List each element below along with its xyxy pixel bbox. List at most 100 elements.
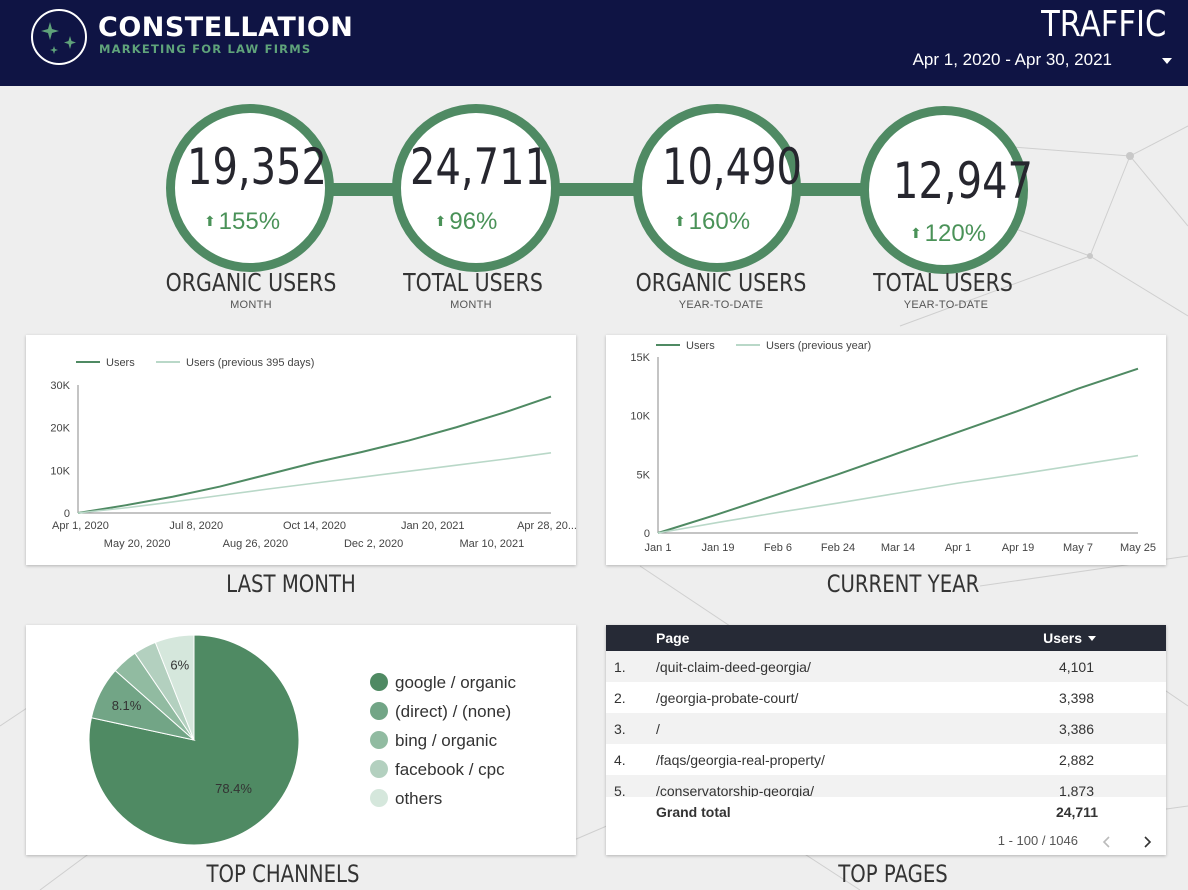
y-tick-label: 0 (64, 508, 70, 520)
column-header-page[interactable]: Page (656, 630, 690, 646)
legend-label: Users (106, 357, 135, 369)
last-month-chart-card: 0 10K 20K 30K Apr 1, 2020 Jul 8, 2020 Oct 14, … (26, 335, 577, 565)
y-tick-label: 30K (50, 380, 70, 392)
arrow-up-icon: ⬆ (434, 213, 447, 229)
x-tick-label: Apr 19 (1002, 542, 1034, 554)
kpi-organic-users-month-value: 19,352 (187, 138, 327, 196)
x-tick-label: May 20, 2020 (104, 538, 171, 550)
kpi-total-users-month-value: 24,711 (410, 138, 550, 196)
y-tick-label: 15K (630, 352, 650, 364)
kpi-ring (633, 104, 801, 272)
legend-label: facebook / cpc (395, 760, 505, 779)
kpi-connector (785, 183, 875, 196)
table-header: Page Users (606, 625, 1166, 651)
kpi-total-users-ytd-value: 12,947 (893, 152, 1033, 210)
series-line-users (657, 367, 1139, 534)
row-page: /faqs/georgia-real-property/ (656, 752, 825, 768)
table-row[interactable]: 2. /georgia-probate-court/ 3,398 (606, 682, 1166, 713)
kpi-connector (320, 183, 410, 196)
legend-label: others (395, 789, 442, 808)
row-page: / (656, 721, 660, 737)
kpi-ring (860, 106, 1028, 274)
x-tick-label: May 25 (1120, 542, 1156, 554)
current-year-line-chart: 0 5K 10K 15K Jan 1 Jan 19 Feb 6 Feb 24 Mar 14 Apr… (630, 340, 1156, 554)
kpi-total-users-month-delta: ⬆ 96% (406, 208, 526, 236)
legend-label: bing / organic (395, 731, 498, 750)
chevron-left-icon[interactable] (1100, 835, 1114, 849)
legend-label: Users (686, 340, 715, 352)
kpi-organic-users-ytd-delta: ⬆ 160% (652, 208, 772, 236)
pie-slice-label: 78.4% (215, 781, 252, 796)
legend-swatch (370, 702, 388, 720)
row-index: 4. (614, 752, 626, 768)
pie-slice (154, 634, 195, 741)
legend-swatch (370, 760, 388, 778)
legend-swatch (370, 673, 388, 691)
date-range-selector[interactable]: Apr 1, 2020 - Apr 30, 2021 (912, 50, 1112, 69)
arrow-up-icon: ⬆ (203, 213, 216, 229)
kpi-label: TOTAL USERS (873, 268, 1013, 297)
y-tick-label: 10K (630, 411, 650, 423)
row-users: 3,398 (1058, 690, 1094, 706)
row-users: 2,882 (1058, 752, 1094, 768)
kpi-label: ORGANIC USERS (635, 268, 807, 297)
delta-value: 155% (218, 208, 281, 235)
brand-tagline: MARKETING FOR LAW FIRMS (99, 42, 312, 56)
legend-label: (direct) / (none) (395, 702, 511, 721)
x-tick-label: Jan 20, 2021 (401, 520, 465, 532)
kpi-sublabel: YEAR-TO-DATE (678, 299, 764, 311)
pagination-label: 1 - 100 / 1046 (997, 833, 1078, 848)
series-line-users (77, 395, 552, 514)
x-tick-label: Jan 1 (645, 542, 672, 554)
x-tick-label: Jan 19 (701, 542, 734, 554)
kpi-label: TOTAL USERS (403, 268, 543, 297)
constellation-logo-icon (31, 9, 87, 65)
y-tick-label: 20K (50, 423, 70, 435)
row-index: 2. (614, 690, 626, 706)
chevron-down-icon[interactable] (1162, 58, 1172, 64)
kpi-label: ORGANIC USERS (165, 268, 337, 297)
row-users: 4,101 (1058, 659, 1094, 675)
kpi-connector (545, 183, 650, 196)
x-tick-label: Apr 1, 2020 (52, 520, 109, 532)
page-title: TRAFFIC (1040, 4, 1166, 45)
pie-slice-label: 6% (170, 658, 189, 673)
delta-value: 160% (688, 208, 751, 235)
column-header-users[interactable]: Users (1043, 630, 1082, 646)
legend-label: Users (previous 395 days) (186, 357, 314, 369)
series-line-previous (77, 452, 552, 514)
y-tick-label: 0 (644, 528, 650, 540)
x-tick-label: Apr 28, 20... (517, 520, 576, 532)
legend-swatch (370, 731, 388, 749)
x-tick-label: Feb 24 (821, 542, 855, 554)
row-page: /quit-claim-deed-georgia/ (656, 659, 811, 675)
table-row[interactable]: 1. /quit-claim-deed-georgia/ 4,101 (606, 651, 1166, 682)
chevron-right-icon[interactable] (1140, 835, 1154, 849)
series-line-previous (657, 454, 1139, 534)
row-users: 3,386 (1058, 721, 1094, 737)
row-index: 5. (614, 783, 626, 797)
sort-desc-icon[interactable] (1088, 636, 1096, 641)
arrow-up-icon: ⬆ (909, 225, 922, 241)
x-tick-label: May 7 (1063, 542, 1093, 554)
brand-name: CONSTELLATION (98, 12, 354, 43)
row-index: 3. (614, 721, 626, 737)
legend-swatch (370, 789, 388, 807)
table-row[interactable]: 3. / 3,386 (606, 713, 1166, 744)
table-row[interactable]: 4. /faqs/georgia-real-property/ 2,882 (606, 744, 1166, 775)
row-index: 1. (614, 659, 626, 675)
kpi-organic-users-ytd-value: 10,490 (662, 138, 802, 196)
row-users: 1,873 (1058, 783, 1094, 797)
x-tick-label: Mar 14 (881, 542, 915, 554)
kpi-organic-users-month-delta: ⬆ 155% (182, 208, 302, 236)
grand-total-value: 24,711 (1055, 804, 1098, 820)
section-title-top-pages: TOP PAGES (838, 860, 948, 888)
top-channels-card: 78.4% 8.1% 6% google / organic (direct) / (n… (26, 625, 576, 855)
kpi-sublabel: MONTH (230, 299, 272, 311)
dashboard-header: CONSTELLATION MARKETING FOR LAW FIRMS TR… (0, 0, 1188, 86)
section-title-top-channels: TOP CHANNELS (206, 860, 360, 888)
pie-slice-label: 8.1% (112, 698, 142, 713)
last-month-line-chart: 0 10K 20K 30K Apr 1, 2020 Jul 8, 2020 Oct 14, … (50, 357, 577, 550)
table-row[interactable]: 5. /conservatorship-georgia/ 1,873 (606, 775, 1166, 797)
kpi-sublabel: YEAR-TO-DATE (903, 299, 989, 311)
